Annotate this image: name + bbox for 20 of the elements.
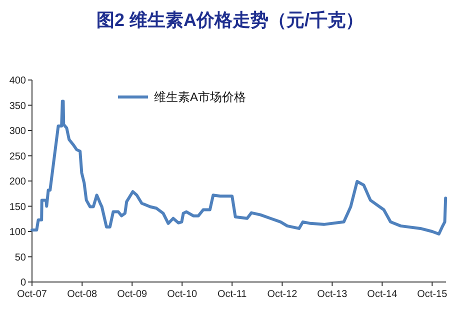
y-tick-label: 250 xyxy=(9,151,26,162)
x-tick-label: Oct-10 xyxy=(167,289,198,300)
x-tick-label: Oct-11 xyxy=(217,289,248,300)
y-tick-label: 100 xyxy=(9,227,26,238)
x-tick-label: Oct-15 xyxy=(417,289,448,300)
y-tick-label: 150 xyxy=(9,202,26,213)
x-tick-label: Oct-09 xyxy=(117,289,148,300)
x-tick-label: Oct-08 xyxy=(67,289,98,300)
x-tick-label: Oct-14 xyxy=(367,289,398,300)
y-tick-label: 300 xyxy=(9,126,26,137)
x-tick-label: Oct-12 xyxy=(267,289,298,300)
y-tick-label: 50 xyxy=(14,252,26,264)
y-tick-label: 400 xyxy=(9,76,26,86)
x-tick-label: Oct-13 xyxy=(317,289,348,300)
x-tick-label: Oct-07 xyxy=(16,289,48,300)
y-tick-label: 350 xyxy=(9,100,26,112)
legend-label: 维生素A市场价格 xyxy=(154,90,246,104)
y-tick-label: 200 xyxy=(9,176,26,188)
y-tick-label: 0 xyxy=(20,278,26,288)
chart-title: 图2 维生素A价格走势（元/千克） xyxy=(96,10,364,30)
